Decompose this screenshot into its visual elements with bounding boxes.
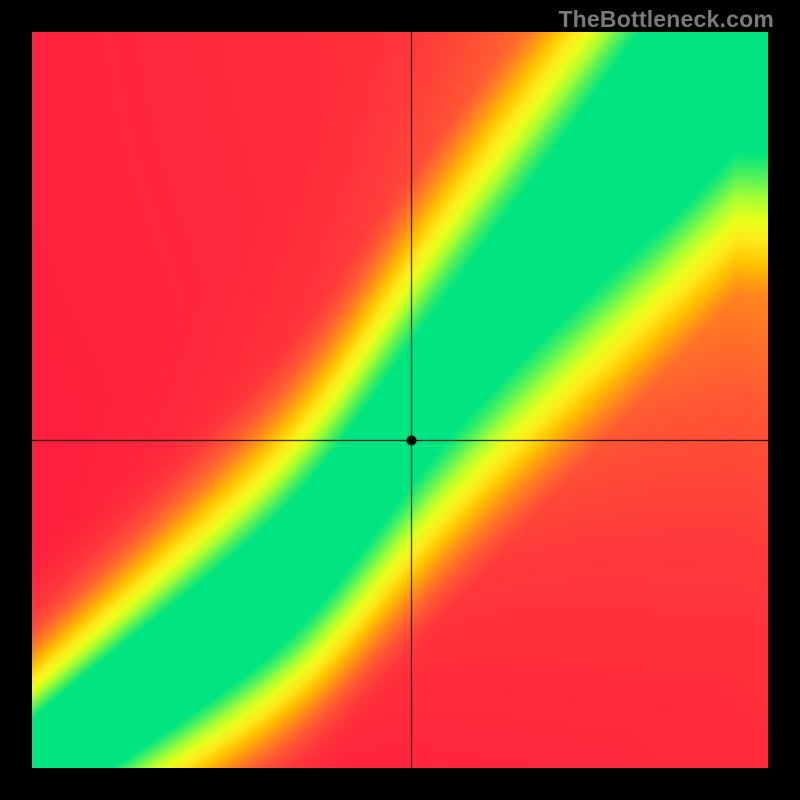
- chart-container: TheBottleneck.com: [0, 0, 800, 800]
- plot-area: [32, 32, 768, 768]
- watermark-text: TheBottleneck.com: [558, 6, 774, 33]
- heatmap-canvas: [32, 32, 768, 768]
